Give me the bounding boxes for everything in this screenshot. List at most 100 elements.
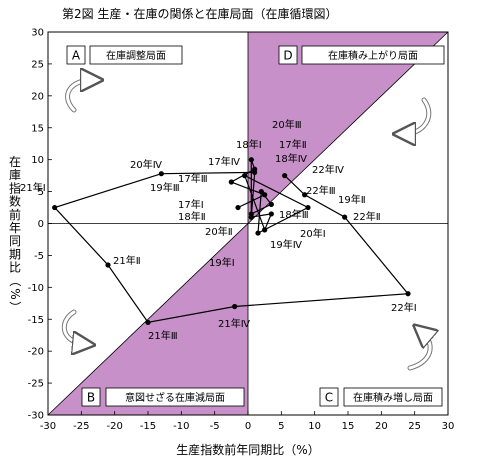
data-point	[258, 188, 264, 195]
cycle-arrows	[61, 80, 432, 371]
x-tick-label: -20	[106, 421, 122, 432]
cycle-arrow-inner	[404, 98, 431, 134]
quadrant-labels: A 在庫調整局面 B 意図せざる在庫減局面 C 在庫積み増し局面 D 在庫積み上がり局面	[66, 45, 445, 407]
y-tick-label: -30	[28, 411, 44, 422]
x-tick-label: 10	[308, 421, 321, 432]
point-label: 21年Ⅰ	[20, 181, 46, 194]
point-label: 19年Ⅰ	[209, 256, 235, 269]
quadrant-name-box	[301, 45, 445, 65]
y-tick-label: -5	[34, 251, 44, 262]
x-tick-label: 25	[408, 421, 421, 432]
cycle-arrow-inner	[408, 332, 430, 370]
x-tick-label: 5	[278, 421, 284, 432]
quadrant-name: 意図せざる在庫減局面	[125, 391, 225, 404]
point-label: 18年Ⅲ	[279, 208, 309, 221]
point-label: 17年Ⅳ	[208, 155, 241, 168]
data-point	[255, 230, 261, 236]
data-point	[232, 303, 238, 310]
y-tick-label: 30	[31, 28, 44, 39]
quadrant-letter-box	[319, 387, 339, 407]
y-axis-label-char: %	[8, 288, 22, 299]
y-axis-label-char: 庫	[9, 168, 21, 182]
y-axis-label-char: 前	[9, 207, 21, 222]
data-point	[268, 201, 274, 207]
y-tick-label: 5	[38, 187, 44, 198]
data-point	[252, 169, 258, 176]
y-axis-label-char: 指	[9, 180, 21, 195]
y-tick-label: 25	[31, 59, 44, 70]
point-label: 18年Ⅰ	[236, 138, 262, 151]
x-tick-label: -15	[140, 421, 156, 432]
point-label: 22年Ⅲ	[306, 184, 336, 197]
data-point	[262, 192, 268, 198]
chart-title: 第2図 生産・在庫の関係と在庫局面（在庫循環図）	[62, 6, 337, 21]
quadrant-name-box	[89, 45, 183, 65]
plot-frame	[47, 31, 449, 416]
point-label: 17年Ⅲ	[178, 172, 208, 185]
diagonal-line	[47, 31, 449, 416]
point-label: 18年Ⅳ	[275, 152, 308, 165]
quadrant-a: A 在庫調整局面	[66, 45, 183, 65]
y-tick-label: -15	[28, 315, 44, 326]
quadrant-name: 在庫調整局面	[106, 49, 166, 62]
quadrant-name: 在庫積み上がり局面	[328, 49, 418, 62]
axis-ticks: -30 -25 -20 -15 -10 -5 0 5 10 15 20 25 30 -30 -25 -20 -1…	[28, 28, 455, 433]
y-tick-label: 15	[31, 123, 44, 134]
x-tick-label: 15	[342, 421, 355, 432]
y-tick-label: -20	[28, 347, 44, 358]
cycle-series	[52, 157, 411, 326]
x-tick-label: -25	[73, 421, 89, 432]
cycle-arrow-inner	[66, 80, 92, 112]
quadrant-c: C 在庫積み増し局面	[319, 387, 443, 407]
point-label: 21年Ⅳ	[218, 317, 251, 330]
y-tick-label: 10	[31, 155, 44, 166]
quadrant-letter: B	[87, 391, 95, 405]
quadrant-letter-box	[81, 387, 101, 407]
point-label: 21年Ⅱ	[113, 254, 141, 267]
point-label: 20年Ⅳ	[130, 158, 163, 171]
y-axis-label-char: 同	[9, 234, 21, 248]
point-label: 17年Ⅰ	[178, 198, 204, 211]
quadrant-letter: A	[72, 49, 81, 63]
data-point	[158, 171, 164, 177]
data-point	[105, 262, 111, 268]
point-label: 19年Ⅲ	[150, 181, 180, 194]
quadrant-letter: D	[283, 49, 292, 63]
quadrant-letter-box	[278, 45, 298, 65]
x-tick-label: 0	[245, 421, 251, 432]
y-tick-label: -25	[28, 379, 44, 390]
data-point	[262, 227, 268, 233]
y-tick-label: 0	[38, 219, 44, 230]
data-point	[248, 157, 254, 163]
quadrant-d: D 在庫積み上がり局面	[278, 45, 445, 65]
point-label: 19年Ⅳ	[270, 238, 303, 251]
data-point	[52, 204, 58, 211]
data-point	[342, 214, 348, 220]
point-label: 22年Ⅳ	[312, 163, 345, 176]
point-label: 22年Ⅰ	[391, 301, 417, 314]
y-axis-label-char: 比	[9, 261, 21, 275]
quadrant-name-box	[105, 387, 245, 407]
y-axis-label-char: 年	[9, 221, 21, 235]
quadrant-name-box	[343, 387, 443, 407]
data-point	[282, 173, 288, 179]
data-point	[235, 204, 241, 211]
point-label: 20年Ⅲ	[272, 118, 302, 131]
x-tick-label: -30	[40, 421, 56, 432]
data-point	[242, 173, 248, 179]
x-axis-label: 生産指数前年同期比（%）	[176, 442, 319, 457]
quadrant-letter: C	[325, 391, 333, 405]
data-point	[228, 179, 234, 185]
cycle-arrow	[401, 97, 432, 137]
data-point	[248, 214, 254, 220]
data-point	[268, 211, 274, 217]
y-axis-label-char: 数	[9, 194, 21, 209]
x-tick-label: 30	[442, 421, 455, 432]
quadrant-letter-box	[66, 45, 86, 65]
point-label: 17年Ⅱ	[279, 138, 307, 151]
point-label: 18年Ⅱ	[178, 210, 206, 223]
